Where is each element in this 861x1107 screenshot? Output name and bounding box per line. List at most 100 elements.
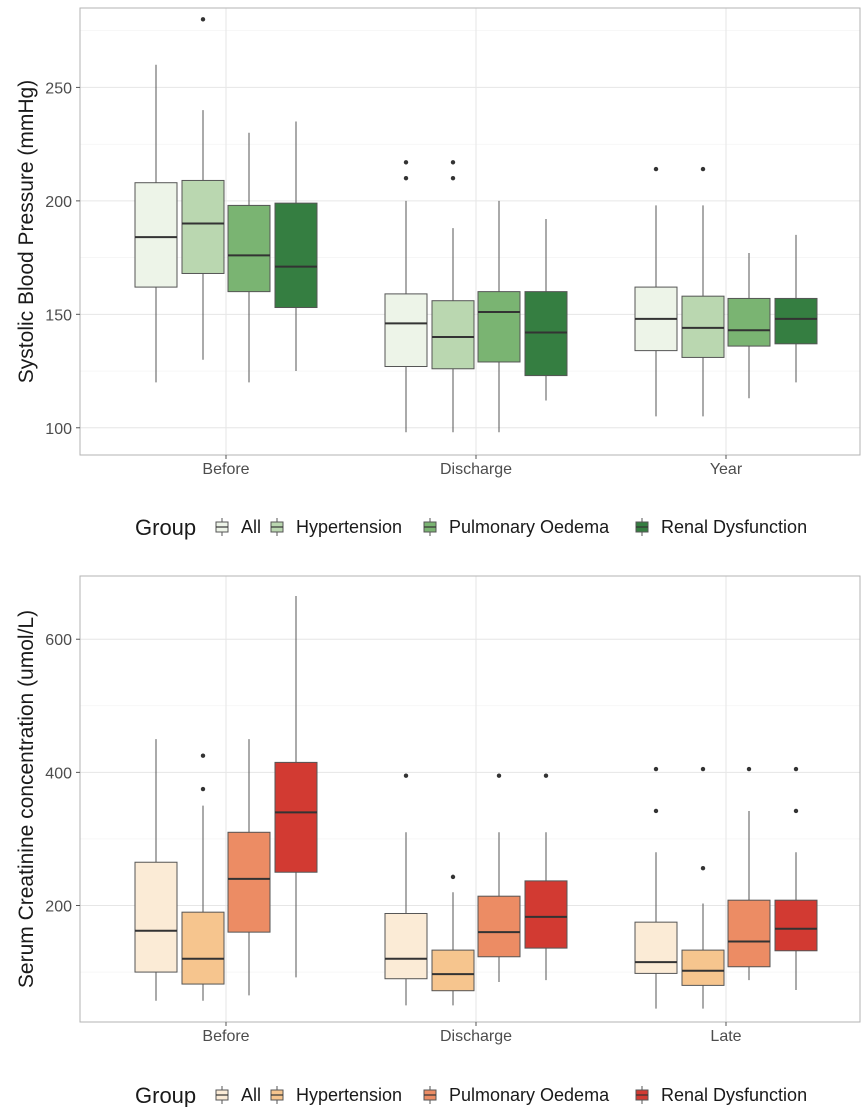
box-late-all [634,766,678,1009]
legend-key [215,1086,229,1104]
outlier-point [200,17,206,22]
box-body [727,297,771,347]
y-tick-label: 200 [45,899,72,916]
outlier-point [200,753,206,758]
box-body [681,295,725,358]
box-discharge-all [384,160,428,433]
box-body [477,291,521,363]
x-tick-label: Late [710,1028,741,1045]
x-tick-label: Discharge [440,461,512,478]
box-body [274,761,318,873]
box-late-renal-dysfunction [774,766,818,991]
chart-panel-1: 100 150 200 250 Before Discharge Year Systolic … [15,7,861,540]
outlier-point [793,808,799,814]
outlier-point [793,766,799,772]
x-tick-label: Year [710,461,743,478]
box-discharge-renal-dysfunction [524,219,568,401]
box-body [384,293,428,368]
y-tick-label: 250 [45,80,72,97]
box-late-hypertension [681,766,725,1009]
plot-border [79,7,861,456]
outlier-point [700,766,706,772]
box-body [134,861,178,973]
y-tick-label: 100 [45,421,72,438]
y-tick-label: 400 [45,765,72,782]
box-body [681,949,725,986]
outlier-point [403,175,409,181]
outlier-point [653,766,659,772]
box-year-renal-dysfunction [774,234,818,383]
legend-title: Group [135,1083,196,1107]
box-before-pulmonary-oedema [227,739,271,996]
legend-title: Group [135,515,196,540]
legend: Group All Hypertension Pulmonary Oedema Rena… [135,1083,807,1107]
legend-key [635,518,649,536]
box-body [384,912,428,980]
outlier-point [403,160,409,165]
outlier-point [496,773,502,778]
box-body [431,300,475,370]
outlier-point [653,166,659,172]
box-body [181,179,225,274]
legend-label: Hypertension [296,517,402,537]
outlier-point [450,874,456,880]
legend-key [423,1086,437,1104]
box-body [134,182,178,288]
legend-key [270,518,284,536]
box-before-hypertension [181,17,225,360]
y-axis-label: Serum Creatinine concentration (umol/L) [15,610,38,988]
legend: Group All Hypertension Pulmonary Oedema Rena… [135,515,807,540]
box-before-hypertension [181,753,225,1001]
box-body [181,911,225,985]
x-tick-label: Before [202,461,249,478]
legend-label: All [241,1085,261,1105]
legend-label: All [241,517,261,537]
box-before-pulmonary-oedema [227,132,271,383]
outlier-point [700,166,706,172]
box-discharge-all [384,773,428,1006]
box-body [524,291,568,377]
outlier-point [700,866,706,871]
box-before-renal-dysfunction [274,595,318,978]
legend-label: Hypertension [296,1085,402,1105]
y-tick-label: 150 [45,307,72,324]
outlier-point [746,766,752,772]
legend-key [215,518,229,536]
outlier-point [653,808,659,814]
box-body [774,297,818,345]
box-discharge-pulmonary-oedema [477,200,521,433]
box-before-renal-dysfunction [274,121,318,372]
legend-label: Pulmonary Oedema [449,1085,610,1105]
x-tick-label: Before [202,1028,249,1045]
box-body [634,921,678,974]
box-before-all [134,64,178,383]
legend-key [270,1086,284,1104]
box-body [524,880,568,949]
outlier-point [450,175,456,181]
legend-label: Pulmonary Oedema [449,517,610,537]
box-body [727,899,771,968]
legend-key [635,1086,649,1104]
box-discharge-hypertension [431,160,475,433]
box-body [774,899,818,952]
outlier-point [450,160,456,165]
outlier-point [403,773,409,778]
box-body [227,831,271,933]
legend-label: Renal Dysfunction [661,1085,807,1105]
plot-border [79,575,861,1023]
box-late-pulmonary-oedema [727,766,771,981]
box-body [274,202,318,309]
x-tick-label: Discharge [440,1028,512,1045]
legend-label: Renal Dysfunction [661,517,807,537]
box-body [227,204,271,293]
box-discharge-hypertension [431,874,475,1006]
box-body [477,895,521,958]
outlier-point [200,786,206,792]
legend-key [423,518,437,536]
box-before-all [134,739,178,1001]
y-tick-label: 600 [45,632,72,649]
box-year-hypertension [681,166,725,417]
y-axis-label: Systolic Blood Pressure (mmHg) [15,80,38,383]
box-body [431,949,475,992]
